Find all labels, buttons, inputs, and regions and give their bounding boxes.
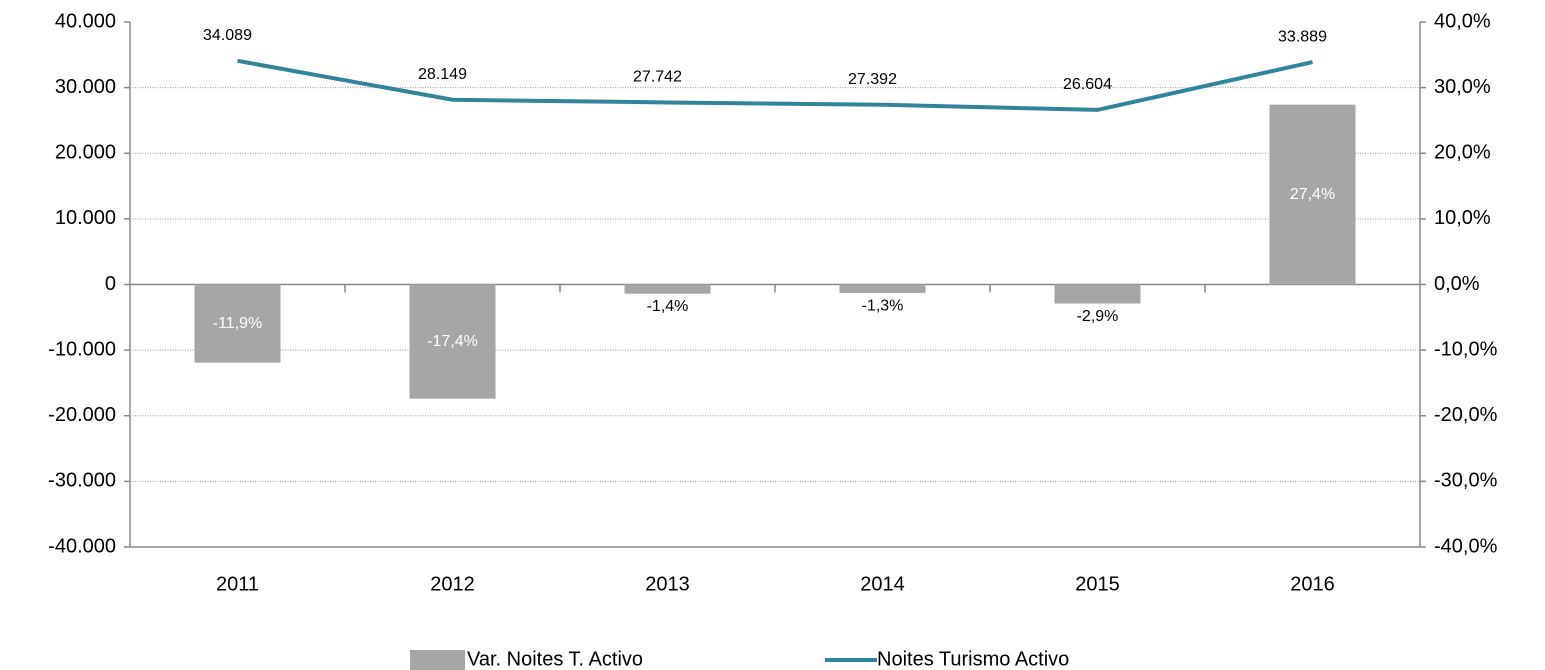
legend-label: Var. Noites T. Activo <box>467 648 643 670</box>
bar <box>409 284 496 399</box>
y2-tick-label: 40,0% <box>1434 10 1491 32</box>
y2-tick-label: -30,0% <box>1434 470 1498 492</box>
y2-tick-label: -40,0% <box>1434 535 1498 557</box>
data-label: -1,3% <box>862 297 904 314</box>
y-tick-label: 40.000 <box>55 10 116 32</box>
data-label: 26.604 <box>1063 76 1112 93</box>
data-label: 27.742 <box>633 69 682 86</box>
data-label: -1,4% <box>647 298 689 315</box>
bar <box>194 284 281 363</box>
y2-tick-label: -10,0% <box>1434 338 1498 360</box>
y2-tick-label: 30,0% <box>1434 76 1491 98</box>
y-tick-label: 30.000 <box>55 76 116 98</box>
x-tick-label: 2015 <box>1075 573 1120 595</box>
y2-tick-label: 20,0% <box>1434 142 1491 164</box>
y-tick-label: -30.000 <box>48 470 116 492</box>
x-tick-label: 2014 <box>860 573 905 595</box>
y2-tick-label: 0,0% <box>1434 273 1480 295</box>
line <box>237 58 1313 112</box>
data-label: -2,9% <box>1077 308 1119 325</box>
y-tick-label: -20.000 <box>48 404 116 426</box>
y-tick-label: -40.000 <box>48 535 116 557</box>
legend-label: Noites Turismo Activo <box>877 648 1069 670</box>
data-label: -17,4% <box>427 333 478 350</box>
y-tick-label: 10.000 <box>55 207 116 229</box>
data-label: 27,4% <box>1290 186 1335 203</box>
bar <box>624 284 711 294</box>
legend-swatch <box>410 650 465 670</box>
x-tick-label: 2016 <box>1290 573 1335 595</box>
y-tick-label: 20.000 <box>55 142 116 164</box>
x-tick-label: 2011 <box>216 573 259 595</box>
x-tick-label: 2013 <box>645 573 690 595</box>
data-label: 27.392 <box>848 71 897 88</box>
y-tick-label: 0 <box>105 273 116 295</box>
data-label: 33.889 <box>1278 28 1327 45</box>
bar <box>839 284 926 294</box>
data-label: 34.089 <box>203 27 252 44</box>
data-label: 28.149 <box>418 66 467 83</box>
y2-tick-label: 10,0% <box>1434 207 1491 229</box>
y-tick-label: -10.000 <box>48 338 116 360</box>
x-tick-label: 2012 <box>430 573 475 595</box>
bar <box>1269 104 1356 285</box>
data-label: -11,9% <box>213 315 263 332</box>
bar <box>1054 284 1141 304</box>
y2-tick-label: -20,0% <box>1434 404 1498 426</box>
